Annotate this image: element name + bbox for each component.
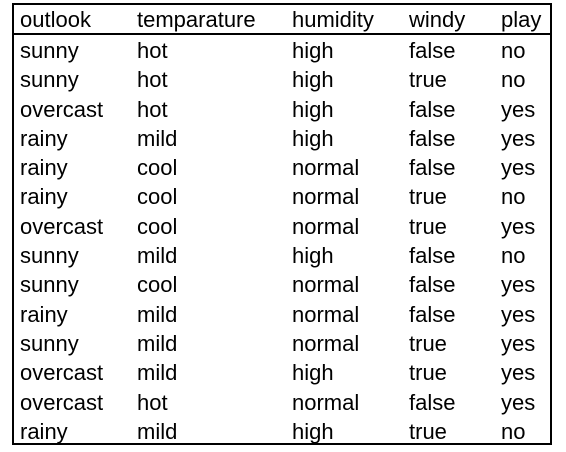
table-row: overcast hot high false yes [14, 95, 550, 124]
header-temperature: temparature [137, 7, 256, 32]
cell-humidity: high [292, 96, 334, 122]
cell-outlook: overcast [20, 213, 104, 239]
cell-outlook: overcast [20, 360, 104, 386]
cell-temperature: mild [137, 125, 178, 151]
cell-play: yes [501, 301, 536, 327]
cell-outlook: sunny [20, 38, 79, 63]
cell-play: yes [501, 155, 536, 181]
cell-outlook: rainy [20, 155, 68, 181]
cell-play: yes [501, 330, 536, 356]
cell-outlook: overcast [20, 389, 104, 415]
cell-temperature: mild [137, 360, 178, 386]
cell-humidity: high [292, 360, 334, 386]
header-windy: windy [409, 7, 466, 32]
cell-humidity: normal [292, 213, 360, 239]
cell-play: yes [501, 125, 536, 151]
cell-outlook: sunny [20, 243, 79, 269]
cell-windy: true [409, 360, 447, 386]
header-outlook: outlook [20, 7, 91, 32]
cell-humidity: normal [292, 389, 360, 415]
table-row: rainy cool normal true no [14, 182, 550, 211]
cell-temperature: cool [137, 213, 178, 239]
cell-play: yes [501, 213, 536, 239]
cell-play: yes [501, 360, 536, 386]
table-row: overcast mild high true yes [14, 358, 550, 387]
cell-temperature: mild [137, 243, 178, 269]
table-row: sunny mild high false no [14, 241, 550, 270]
header-play: play [501, 7, 542, 32]
table-row: overcast hot normal false yes [14, 388, 550, 417]
cell-humidity: high [292, 418, 334, 444]
cell-outlook: rainy [20, 184, 68, 210]
header-humidity: humidity [292, 7, 374, 32]
cell-windy: false [409, 155, 456, 181]
weather-data-table: outlook temparature humidity windy play … [12, 3, 552, 445]
table-body: sunny hot high false no sunny hot high true no ove… [14, 36, 550, 446]
cell-play: yes [501, 389, 536, 415]
cell-windy: true [409, 418, 447, 444]
table-row: sunny mild normal true yes [14, 329, 550, 358]
cell-humidity: high [292, 67, 334, 93]
table-row: rainy mild normal false yes [14, 300, 550, 329]
cell-play: no [501, 418, 526, 444]
table-row: sunny hot high true no [14, 65, 550, 94]
cell-humidity: normal [292, 155, 360, 181]
cell-windy: false [409, 301, 456, 327]
cell-temperature: hot [137, 67, 168, 93]
cell-outlook: sunny [20, 330, 79, 356]
cell-windy: false [409, 96, 456, 122]
cell-temperature: cool [137, 155, 178, 181]
cell-play: no [501, 243, 526, 269]
cell-windy: true [409, 213, 447, 239]
table-row: overcast cool normal true yes [14, 212, 550, 241]
table-row: rainy mild high true no [14, 417, 550, 446]
cell-temperature: mild [137, 330, 178, 356]
cell-humidity: high [292, 125, 334, 151]
cell-temperature: hot [137, 96, 168, 122]
cell-play: yes [501, 96, 536, 122]
cell-temperature: cool [137, 184, 178, 210]
cell-windy: false [409, 125, 456, 151]
cell-temperature: cool [137, 272, 178, 298]
cell-windy: false [409, 38, 456, 63]
cell-humidity: high [292, 38, 334, 63]
cell-windy: false [409, 243, 456, 269]
cell-play: yes [501, 272, 536, 298]
cell-windy: true [409, 67, 447, 93]
table-row: rainy cool normal false yes [14, 153, 550, 182]
table-row: sunny cool normal false yes [14, 270, 550, 299]
cell-windy: false [409, 272, 456, 298]
cell-windy: true [409, 330, 447, 356]
cell-windy: true [409, 184, 447, 210]
cell-outlook: rainy [20, 418, 68, 444]
cell-temperature: mild [137, 301, 178, 327]
cell-temperature: hot [137, 389, 168, 415]
cell-outlook: rainy [20, 301, 68, 327]
cell-temperature: hot [137, 38, 168, 63]
cell-outlook: rainy [20, 125, 68, 151]
cell-temperature: mild [137, 418, 178, 444]
table-row: rainy mild high false yes [14, 124, 550, 153]
cell-humidity: high [292, 243, 334, 269]
cell-humidity: normal [292, 184, 360, 210]
cell-humidity: normal [292, 272, 360, 298]
cell-windy: false [409, 389, 456, 415]
cell-outlook: sunny [20, 272, 79, 298]
cell-play: no [501, 67, 526, 93]
cell-outlook: sunny [20, 67, 79, 93]
cell-outlook: overcast [20, 96, 104, 122]
table-header-row: outlook temparature humidity windy play [14, 5, 550, 35]
cell-play: no [501, 38, 526, 63]
cell-humidity: normal [292, 330, 360, 356]
cell-humidity: normal [292, 301, 360, 327]
cell-play: no [501, 184, 526, 210]
table-row: sunny hot high false no [14, 36, 550, 65]
